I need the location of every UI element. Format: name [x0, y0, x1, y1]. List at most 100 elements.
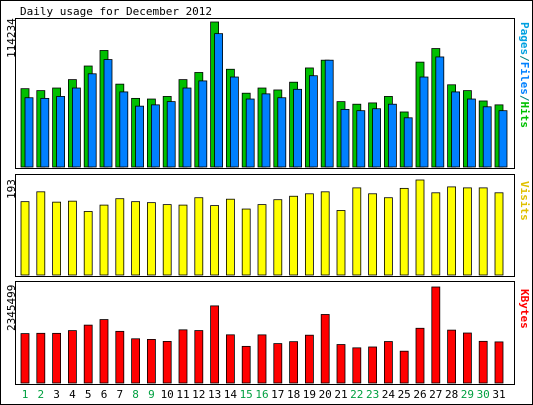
files-bar [482, 106, 492, 168]
files-bar [498, 110, 508, 168]
hits-files-ymax-label: 114234 [5, 18, 18, 58]
visits-bar [146, 202, 156, 276]
visits-bar [178, 204, 188, 276]
files-bar [72, 87, 81, 168]
files-bar [150, 104, 160, 168]
kbytes-bar [20, 333, 30, 384]
visits-ymax-label: 193 [5, 179, 18, 199]
visits-bar [162, 204, 172, 276]
visits-bar [447, 186, 457, 276]
day-label: 26 [413, 388, 426, 401]
day-label: 21 [334, 388, 347, 401]
visits-bar [399, 187, 409, 276]
side-label-segment: Hits [518, 102, 531, 129]
files-bar [245, 98, 255, 168]
kbytes-bar [352, 347, 362, 384]
visits-bar [289, 195, 299, 276]
kbytes-bar [210, 305, 220, 384]
files-bar [87, 73, 97, 168]
files-bar [340, 108, 350, 168]
side-label-segment: / [518, 55, 531, 62]
visits-bar [320, 191, 330, 276]
kbytes-bar [68, 330, 77, 384]
files-bar [103, 59, 113, 168]
day-label: 23 [366, 388, 379, 401]
files-bar [56, 96, 65, 168]
visits-bar [210, 205, 220, 276]
visits-bar [431, 192, 441, 276]
kbytes-bar [146, 339, 156, 384]
files-bar [119, 91, 129, 168]
visits-bar [131, 201, 141, 276]
kbytes-bar [462, 332, 472, 384]
day-label: 12 [192, 388, 205, 401]
kbytes-bar [336, 344, 346, 384]
kbytes-bar [494, 341, 504, 384]
files-bar [372, 108, 382, 168]
day-label: 24 [382, 388, 396, 401]
files-bar [277, 97, 287, 168]
kbytes-bar [289, 341, 299, 384]
day-label: 20 [319, 388, 332, 401]
files-bar [387, 103, 397, 168]
day-label: 14 [224, 388, 238, 401]
files-bar [466, 98, 476, 168]
visits-bar [368, 193, 378, 276]
visits-bar [241, 208, 251, 276]
visits-bar [257, 204, 267, 276]
bars-layer [20, 21, 508, 384]
kbytes-bar [399, 350, 409, 384]
kbytes-bar [273, 343, 283, 384]
files-bar [308, 75, 318, 168]
kbytes-bar [320, 314, 330, 384]
side-label-segment: KBytes [518, 289, 531, 329]
day-label: 8 [132, 388, 139, 401]
visits-bar [273, 199, 283, 276]
files-bar [324, 59, 334, 168]
kbytes-bar [415, 327, 425, 384]
visits-side-label: Visits [518, 181, 531, 221]
kbytes-bar [178, 329, 188, 384]
day-label: 10 [161, 388, 174, 401]
day-label: 27 [429, 388, 442, 401]
day-label: 28 [445, 388, 458, 401]
kbytes-bar [304, 334, 314, 384]
visits-bar [99, 204, 109, 276]
kbytes-bar [99, 319, 109, 384]
side-label-segment: Files [518, 62, 531, 95]
visits-bar [415, 179, 425, 276]
day-label: 30 [477, 388, 490, 401]
day-label: 25 [398, 388, 411, 401]
visits-bar [352, 187, 362, 276]
day-label: 16 [255, 388, 268, 401]
day-label: 17 [271, 388, 284, 401]
chart-title: Daily usage for December 2012 [20, 5, 212, 18]
side-label-segment: / [518, 95, 531, 102]
visits-bar [225, 198, 235, 276]
files-bar [24, 97, 34, 168]
day-label: 1 [22, 388, 29, 401]
kbytes-side-label: KBytes [518, 289, 531, 329]
kbytes-bar [131, 338, 141, 384]
files-bar [403, 117, 413, 168]
kbytes-bar [478, 340, 488, 384]
kbytes-bar [447, 329, 457, 384]
files-bar [435, 56, 445, 168]
kbytes-bar [431, 286, 441, 384]
files-bar [198, 80, 208, 168]
kbytes-bar [257, 334, 267, 384]
kbytes-ymax-label: 2345499 [5, 285, 18, 331]
kbytes-bar [162, 341, 172, 384]
visits-bar [20, 201, 30, 276]
visits-bar [36, 191, 46, 276]
kbytes-bar [241, 345, 251, 384]
day-label: 2 [37, 388, 44, 401]
kbytes-bar [52, 332, 61, 384]
files-bar [293, 88, 303, 168]
side-label-segment: Visits [518, 181, 531, 221]
visits-bar [462, 187, 472, 276]
files-bar [229, 76, 239, 168]
day-label: 11 [176, 388, 189, 401]
